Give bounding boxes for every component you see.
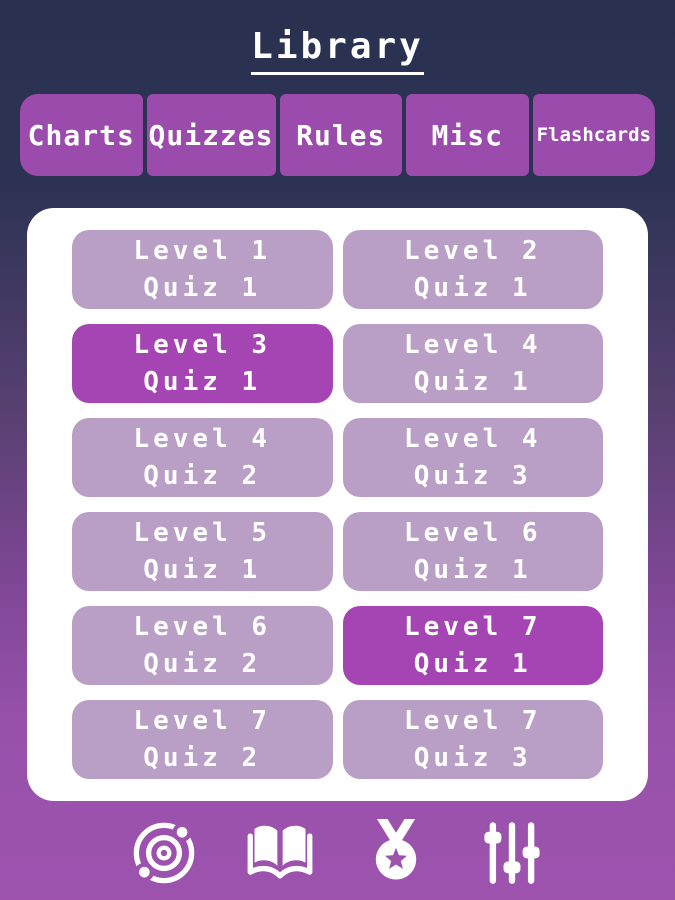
quiz-button[interactable]: Level 1 Quiz 1 <box>72 230 333 309</box>
orbit-icon <box>133 822 194 884</box>
quiz-number-label: Quiz 3 <box>413 461 532 491</box>
book-nav-button[interactable] <box>245 818 315 888</box>
sliders-nav-button[interactable] <box>477 818 547 888</box>
quiz-level-label: Level 6 <box>403 518 542 548</box>
quiz-number-label: Quiz 2 <box>143 649 262 679</box>
medal-nav-button[interactable] <box>361 818 431 888</box>
tab-charts[interactable]: Charts <box>20 94 143 176</box>
quiz-number-label: Quiz 1 <box>143 555 262 585</box>
quiz-number-label: Quiz 1 <box>413 273 532 303</box>
quiz-button[interactable]: Level 4 Quiz 2 <box>72 418 333 497</box>
quiz-button[interactable]: Level 7 Quiz 2 <box>72 700 333 779</box>
book-icon <box>247 825 312 879</box>
quiz-number-label: Quiz 1 <box>143 273 262 303</box>
quiz-button[interactable]: Level 5 Quiz 1 <box>72 512 333 591</box>
quiz-level-label: Level 4 <box>403 424 542 454</box>
quiz-number-label: Quiz 2 <box>143 461 262 491</box>
quiz-grid-panel: Level 1 Quiz 1 Level 2 Quiz 1 Level 3 Qu… <box>27 208 648 801</box>
page-title: Library <box>251 26 424 75</box>
quiz-number-label: Quiz 1 <box>143 367 262 397</box>
tab-quizzes[interactable]: Quizzes <box>146 94 276 176</box>
sliders-icon <box>483 822 540 884</box>
tab-bar: Charts Quizzes Rules Misc Flashcards <box>20 94 656 176</box>
quiz-number-label: Quiz 2 <box>143 743 262 773</box>
quiz-number-label: Quiz 3 <box>413 743 532 773</box>
bottom-nav <box>0 813 675 893</box>
quiz-level-label: Level 1 <box>133 236 272 266</box>
quiz-level-label: Level 4 <box>133 424 272 454</box>
quiz-button[interactable]: Level 7 Quiz 3 <box>342 700 603 779</box>
quiz-button[interactable]: Level 3 Quiz 1 <box>72 324 333 403</box>
quiz-button[interactable]: Level 4 Quiz 3 <box>342 418 603 497</box>
quiz-level-label: Level 7 <box>403 706 542 736</box>
medal-icon <box>375 819 416 880</box>
quiz-button[interactable]: Level 6 Quiz 2 <box>72 606 333 685</box>
quiz-button[interactable]: Level 2 Quiz 1 <box>342 230 603 309</box>
quiz-level-label: Level 4 <box>403 330 542 360</box>
quiz-button[interactable]: Level 6 Quiz 1 <box>342 512 603 591</box>
tab-flashcards[interactable]: Flashcards <box>532 94 656 176</box>
quiz-grid: Level 1 Quiz 1 Level 2 Quiz 1 Level 3 Qu… <box>72 230 603 779</box>
orbit-nav-button[interactable] <box>129 818 199 888</box>
quiz-number-label: Quiz 1 <box>413 649 532 679</box>
quiz-level-label: Level 3 <box>133 330 272 360</box>
quiz-button[interactable]: Level 7 Quiz 1 <box>342 606 603 685</box>
quiz-level-label: Level 7 <box>133 706 272 736</box>
header: Library <box>0 26 675 78</box>
quiz-level-label: Level 2 <box>403 236 542 266</box>
tab-misc[interactable]: Misc <box>406 94 529 176</box>
quiz-number-label: Quiz 1 <box>413 555 532 585</box>
quiz-level-label: Level 5 <box>133 518 272 548</box>
quiz-button[interactable]: Level 4 Quiz 1 <box>342 324 603 403</box>
tab-rules[interactable]: Rules <box>279 94 403 176</box>
quiz-level-label: Level 7 <box>403 612 542 642</box>
quiz-level-label: Level 6 <box>133 612 272 642</box>
quiz-number-label: Quiz 1 <box>413 367 532 397</box>
